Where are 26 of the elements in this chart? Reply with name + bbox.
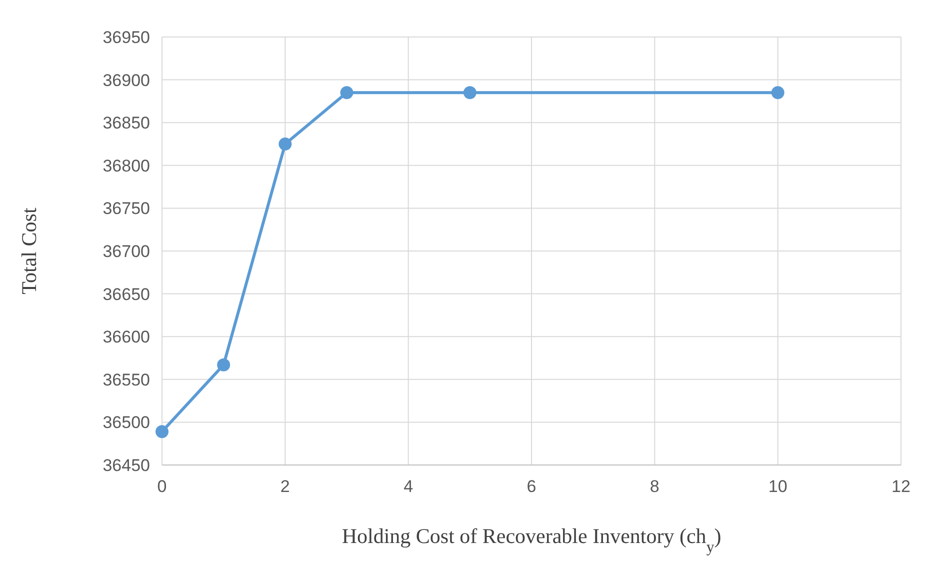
x-tick-label: 12 [892,477,910,496]
x-tick-label: 2 [280,477,290,496]
y-tick-label: 36900 [102,70,150,90]
x-tick-label: 8 [650,477,660,496]
y-tick-label: 36550 [102,370,150,390]
y-tick-label: 36600 [102,328,150,347]
x-tick-label: 0 [157,477,167,496]
y-tick-label: 36950 [102,28,150,47]
point [278,138,292,150]
y-tick-label: 36700 [102,242,150,261]
x-tick-label: 10 [768,477,788,496]
y-tick-label: 36850 [102,114,150,133]
point [771,86,784,100]
y-tick-label: 36500 [102,413,150,432]
x-tick-label: 6 [526,477,536,496]
y-axis-title: Total Cost [17,208,41,294]
y-tick-label: 36650 [102,284,150,304]
x-axis-title: Holding Cost of Recoverable Inventory (ch$_{y}$) [342,524,722,556]
x-tick-label: 4 [404,477,414,496]
point [156,425,168,438]
point [340,86,354,100]
y-tick-label: 36450 [102,456,150,475]
y-tick-label: 36800 [102,156,150,176]
point [463,86,476,100]
y-tick-label: 36750 [102,199,150,218]
point [217,358,230,372]
